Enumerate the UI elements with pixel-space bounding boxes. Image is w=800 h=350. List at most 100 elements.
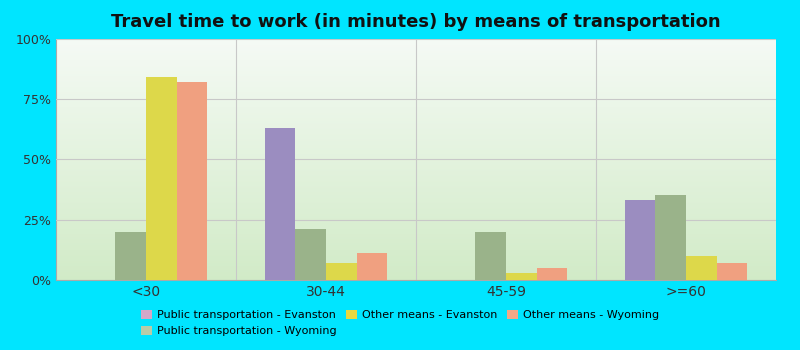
Bar [56, 117, 776, 118]
Legend: Public transportation - Evanston, Public transportation - Wyoming, Other means -: Public transportation - Evanston, Public… [136, 306, 664, 341]
Bar [56, 168, 776, 169]
Bar [56, 53, 776, 54]
Bar [56, 54, 776, 55]
Bar [56, 68, 776, 69]
Bar [56, 162, 776, 163]
Bar [56, 147, 776, 148]
Bar [56, 273, 776, 274]
Bar [56, 217, 776, 218]
Title: Travel time to work (in minutes) by means of transportation: Travel time to work (in minutes) by mean… [111, 13, 721, 32]
Bar [56, 75, 776, 76]
Bar [56, 266, 776, 267]
Bar [56, 156, 776, 157]
Bar [56, 119, 776, 121]
Bar [56, 159, 776, 160]
Bar [56, 256, 776, 257]
Bar [56, 157, 776, 158]
Bar [56, 248, 776, 250]
Bar [56, 136, 776, 138]
Bar [56, 270, 776, 272]
Bar [56, 187, 776, 188]
Bar [56, 139, 776, 140]
Bar [56, 176, 776, 177]
Bar [56, 138, 776, 139]
Bar [56, 164, 776, 165]
Bar [177, 82, 207, 280]
Bar [56, 113, 776, 114]
Bar [56, 46, 776, 47]
Bar [56, 95, 776, 97]
Bar [56, 107, 776, 108]
Bar [56, 134, 776, 135]
Bar [56, 237, 776, 238]
Bar [56, 251, 776, 252]
Bar [56, 38, 776, 40]
Bar [56, 93, 776, 94]
Bar [56, 200, 776, 202]
Bar [56, 240, 776, 241]
Bar [56, 57, 776, 58]
Bar [56, 76, 776, 77]
Bar [56, 63, 776, 64]
Bar [56, 163, 776, 164]
Bar [56, 121, 776, 122]
Bar [56, 44, 776, 46]
Bar [56, 243, 776, 244]
Bar [56, 246, 776, 247]
Bar [56, 205, 776, 206]
Bar [56, 223, 776, 224]
Bar [56, 110, 776, 111]
Bar [56, 165, 776, 167]
Bar [56, 69, 776, 70]
Bar [655, 195, 686, 280]
Bar [56, 245, 776, 246]
Bar [56, 215, 776, 216]
Bar [56, 97, 776, 98]
Bar [56, 42, 776, 43]
Bar [56, 122, 776, 123]
Bar [56, 160, 776, 162]
Bar [56, 98, 776, 99]
Bar [56, 268, 776, 269]
Bar [56, 269, 776, 270]
Bar [56, 124, 776, 125]
Bar [56, 125, 776, 127]
Bar [56, 169, 776, 170]
Bar [56, 153, 776, 154]
Bar [56, 82, 776, 83]
Bar [56, 209, 776, 210]
Bar [56, 244, 776, 245]
Bar [506, 273, 537, 280]
Bar [56, 174, 776, 175]
Bar [56, 228, 776, 229]
Bar [56, 92, 776, 93]
Bar [56, 66, 776, 68]
Bar [357, 253, 387, 280]
Bar [56, 116, 776, 117]
Bar [56, 211, 776, 212]
Bar [56, 239, 776, 240]
Bar [56, 83, 776, 84]
Bar [56, 72, 776, 74]
Bar [56, 84, 776, 86]
Bar [56, 263, 776, 264]
Bar [56, 132, 776, 133]
Bar [56, 62, 776, 63]
Bar [56, 224, 776, 226]
Bar [56, 49, 776, 51]
Bar [56, 127, 776, 128]
Bar [56, 52, 776, 53]
Bar [56, 114, 776, 116]
Bar [56, 154, 776, 156]
Bar [56, 86, 776, 87]
Bar [56, 253, 776, 255]
Bar [56, 175, 776, 176]
Bar [56, 221, 776, 222]
Bar [56, 65, 776, 66]
Bar [56, 276, 776, 278]
Bar [56, 278, 776, 279]
Bar [56, 108, 776, 110]
Bar [56, 133, 776, 134]
Bar [56, 70, 776, 71]
Bar [56, 227, 776, 228]
